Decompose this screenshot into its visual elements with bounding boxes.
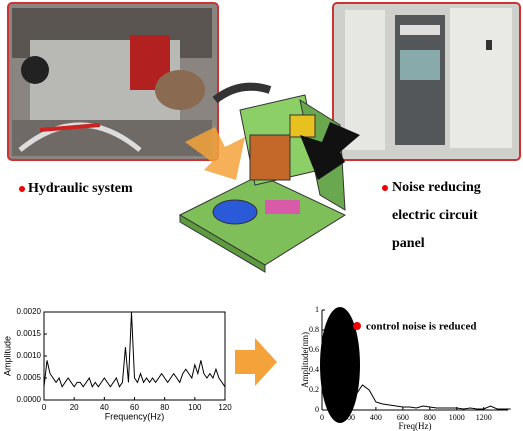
y-tick-label: 1 (315, 305, 319, 314)
x-tick-label: 0 (320, 413, 324, 422)
hydraulic-photo (8, 3, 218, 160)
data-line (44, 312, 225, 387)
annotation-dot (353, 322, 361, 330)
x-tick-label: 100 (188, 403, 202, 412)
x-tick-label: 1000 (449, 413, 465, 422)
figure: Hydraulic system Noise reducing electric… (0, 0, 523, 431)
x-axis-label: Frequency(Hz) (105, 411, 165, 421)
hydraulic-label: Hydraulic system (28, 181, 133, 196)
y-tick-label: 0.8 (309, 325, 319, 334)
y-tick-label: 0.0005 (17, 373, 42, 382)
x-tick-label: 1200 (476, 413, 492, 422)
y-tick-label: 0.6 (309, 345, 319, 354)
y-tick-label: 0.4 (309, 365, 319, 374)
y-tick-label: 0 (315, 405, 319, 414)
y-tick-label: 0.0010 (17, 351, 42, 360)
x-tick-label: 400 (370, 413, 382, 422)
y-axis-label: Amplitude (2, 336, 12, 376)
x-tick-label: 120 (218, 403, 232, 412)
x-tick-label: 20 (70, 403, 79, 412)
panel-label: electric circuit (392, 208, 478, 223)
x-axis-label: Freq(Hz) (399, 421, 432, 431)
page: {"hydraulic_label": "Hydraulic system", … (0, 0, 523, 431)
bullet (19, 186, 25, 192)
x-tick-label: 0 (42, 403, 47, 412)
y-tick-label: 0.2 (309, 385, 319, 394)
annotation: control noise is reduced (366, 321, 477, 333)
arrow (235, 338, 277, 386)
panel-label: Noise reducing (392, 180, 481, 195)
panel-photo (333, 3, 520, 160)
plot-frame (44, 312, 225, 400)
y-tick-label: 0.0000 (17, 395, 42, 404)
panel-label: panel (392, 236, 425, 251)
bullet (382, 185, 388, 191)
y-axis-label: Amplitude(nm) (300, 332, 310, 388)
y-tick-label: 0.0020 (17, 307, 42, 316)
y-tick-label: 0.0015 (17, 329, 42, 338)
